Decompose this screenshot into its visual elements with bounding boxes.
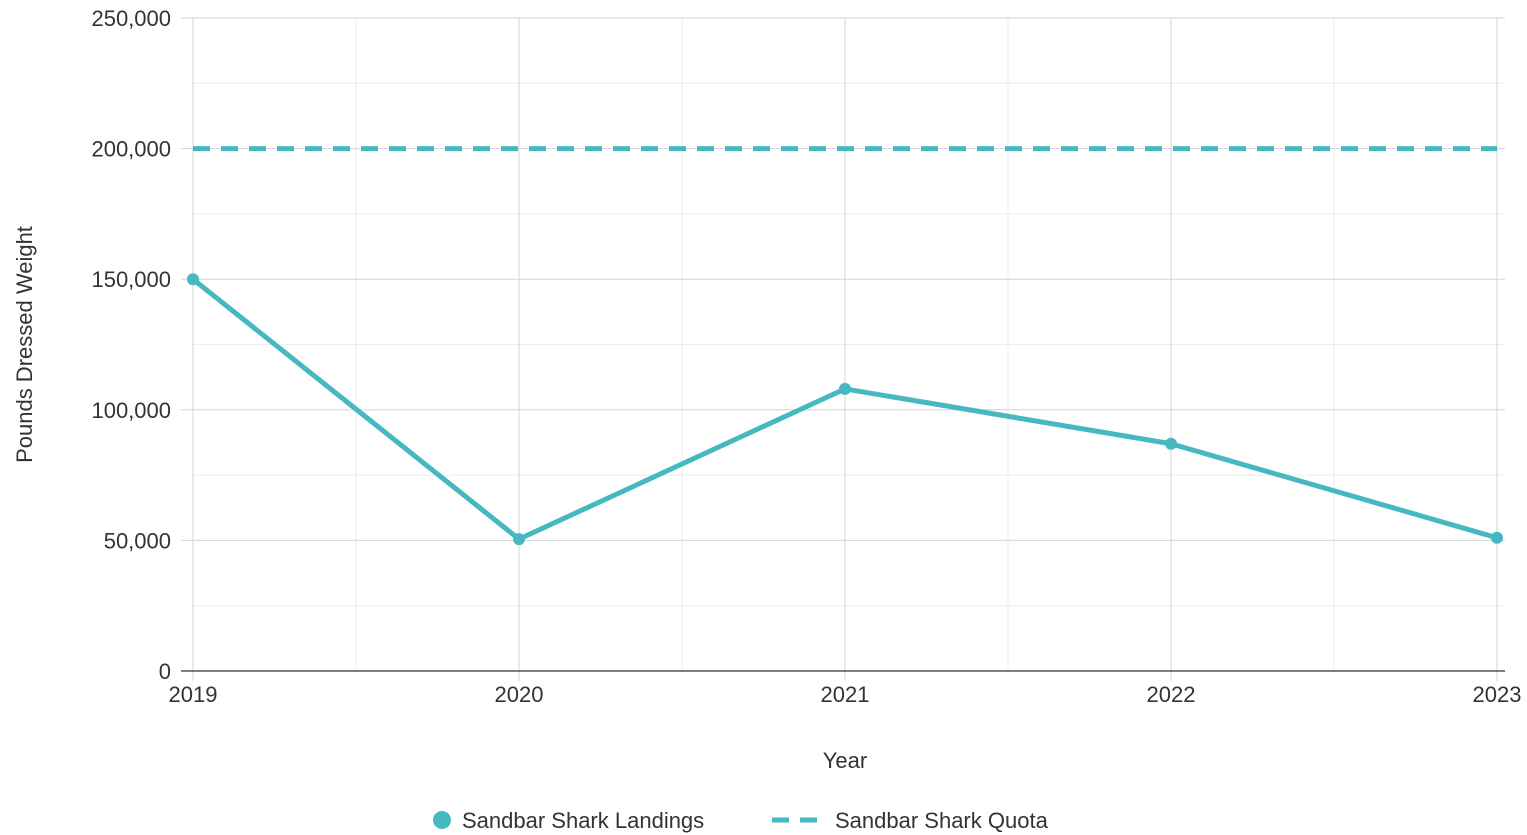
legend-landings-marker [433,811,451,829]
landings-point [513,533,525,546]
x-tick-label: 2023 [1473,682,1522,707]
y-tick-label: 50,000 [104,528,171,553]
landings-point [1491,531,1503,544]
legend-landings-label: Sandbar Shark Landings [462,808,704,833]
x-tick-label: 2019 [169,682,218,707]
x-tick-label: 2021 [821,682,870,707]
y-axis-ticks: 0 50,000 100,000 150,000 200,000 250,000 [91,6,171,684]
major-grid [181,17,1505,681]
x-axis-title: Year [823,748,867,773]
legend: Sandbar Shark Landings Sandbar Shark Quo… [433,808,1049,833]
y-tick-label: 150,000 [91,267,171,292]
y-tick-label: 0 [159,659,171,684]
y-tick-label: 200,000 [91,137,171,162]
x-axis-ticks: 2019 2020 2021 2022 2023 [169,682,1522,707]
minor-grid [193,18,1505,671]
legend-quota-label: Sandbar Shark Quota [835,808,1049,833]
x-tick-label: 2020 [495,682,544,707]
y-tick-label: 250,000 [91,6,171,31]
landings-point [839,382,851,395]
landings-series-layer [187,273,1503,546]
x-tick-label: 2022 [1147,682,1196,707]
landings-point [1165,437,1177,450]
landings-point [187,273,199,286]
y-tick-label: 100,000 [91,398,171,423]
y-axis-title: Pounds Dressed Weight [12,226,37,463]
